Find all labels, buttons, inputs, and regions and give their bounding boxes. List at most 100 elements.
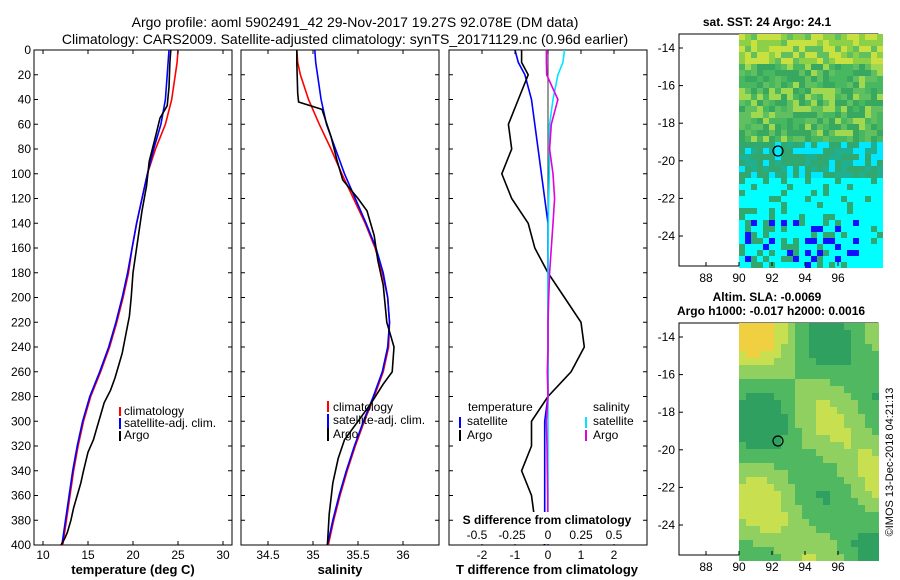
argo-location-marker	[772, 435, 784, 447]
map-y-tick-label: -16	[658, 79, 676, 93]
y-tick-label: 360	[11, 489, 31, 503]
x-tick-label: 36	[396, 548, 410, 562]
map-x-tick-label: 94	[798, 271, 812, 285]
series-line-climatology	[62, 49, 179, 546]
y-tick-label: 60	[18, 117, 32, 131]
y-tick-label: 160	[11, 241, 31, 255]
y-tick-label: 200	[11, 291, 31, 305]
y-tick-label: 400	[11, 538, 31, 552]
temperature-panel: 0 20 40 60 80 100 120 140 160 180 200 220 240 260 280 3…	[11, 43, 233, 577]
sla-image	[739, 323, 879, 561]
x-tick-label: 15	[81, 548, 95, 562]
salinity-axes	[240, 49, 440, 546]
sal-tick-label: -0.5	[467, 528, 488, 542]
sla-map-title-1: Altim. SLA: -0.0069	[713, 290, 822, 304]
legend-label-argo: Argo	[333, 427, 359, 441]
x-tick-label: 20	[126, 548, 140, 562]
legend-label-t-satellite: satellite	[467, 414, 508, 428]
x-tick-label: 34.5	[256, 548, 280, 562]
map-y-tick-label: -22	[658, 480, 676, 494]
legend-title-temperature: temperature	[468, 400, 533, 414]
legend-label-climatology: climatology	[124, 404, 184, 418]
y-tick-label: 80	[18, 142, 32, 156]
map-y-tick-label: -24	[658, 518, 676, 532]
map-y-tick-label: -14	[658, 330, 676, 344]
series-line-s-satellite	[547, 49, 566, 545]
sal-tick-label: 0	[545, 528, 552, 542]
sal-tick-label: 0.25	[569, 528, 593, 542]
y-tick-label: 20	[18, 68, 32, 82]
y-tick-label: 280	[11, 390, 31, 404]
series-line-argo	[60, 49, 172, 546]
legend-label-argo: Argo	[124, 428, 150, 442]
legend-label-s-argo: Argo	[593, 428, 619, 442]
series-line-t-argo	[500, 50, 586, 546]
series-line-satellite-adj-clim-	[314, 49, 391, 546]
y-tick-label: 300	[11, 414, 31, 428]
map-x-tick-label: 96	[831, 271, 845, 285]
x-tick-label: 35	[306, 548, 320, 562]
x-tick-label: 10	[36, 548, 50, 562]
salinity-panel: 34.5 35 35.5 36 salinity climatology satell…	[240, 49, 440, 577]
x-tick-label: 0	[545, 548, 552, 562]
x-tick-label: 1	[578, 548, 585, 562]
title-line-2: Climatology: CARS2009. Satellite-adjuste…	[62, 31, 628, 47]
map-y-tick-label: -22	[658, 191, 676, 205]
map-x-tick-label: 88	[699, 560, 713, 574]
x-tick-label: 35.5	[346, 548, 370, 562]
y-tick-label: 100	[11, 167, 31, 181]
map-y-tick-label: -16	[658, 368, 676, 382]
difference-xlabel: T difference from climatology	[456, 562, 639, 577]
y-tick-label: 340	[11, 464, 31, 478]
legend-label-t-argo: Argo	[467, 428, 493, 442]
y-tick-label: 120	[11, 192, 31, 206]
y-tick-label: 260	[11, 365, 31, 379]
title-line-1: Argo profile: aoml 5902491_42 29-Nov-201…	[132, 14, 579, 30]
x-tick-label: 25	[171, 548, 185, 562]
map-y-tick-label: -20	[658, 154, 676, 168]
legend-label-climatology: climatology	[333, 400, 393, 414]
argo-location-marker	[772, 145, 784, 157]
y-tick-label: 140	[11, 216, 31, 230]
difference-panel: -2 -1 0 1 2 T difference from climatology S …	[448, 49, 648, 577]
legend-label-s-satellite: satellite	[593, 414, 634, 428]
series-line-s-argo	[545, 50, 559, 546]
y-tick-label: 180	[11, 266, 31, 280]
map-y-tick-label: -18	[658, 405, 676, 419]
map-x-tick-label: 90	[732, 271, 746, 285]
x-tick-label: 2	[611, 548, 618, 562]
sal-tick-label: 0.5	[606, 528, 623, 542]
legend-label-satellite: satellite-adj. clim.	[333, 413, 425, 427]
legend-title-salinity: salinity	[593, 400, 630, 414]
temperature-legend: climatology satellite-adj. clim. Argo	[119, 404, 216, 442]
map-y-tick-label: -14	[658, 41, 676, 55]
salinity-xlabel: salinity	[318, 562, 364, 577]
salinity-legend: climatology satellite-adj. clim. Argo	[327, 400, 425, 441]
legend-label-satellite: satellite-adj. clim.	[124, 416, 216, 430]
y-tick-label: 0	[24, 43, 31, 57]
imos-credit: ©IMOS 13-Dec-2018 04:21:13	[884, 388, 896, 537]
map-x-tick-label: 96	[831, 560, 845, 574]
map-y-tick-label: -24	[658, 229, 676, 243]
x-tick-label: -2	[477, 548, 488, 562]
x-tick-label: -1	[510, 548, 521, 562]
salinity-axis-backdrop	[456, 512, 636, 544]
x-tick-label: 30	[216, 548, 230, 562]
map-y-tick-label: -18	[658, 116, 676, 130]
map-x-tick-label: 92	[765, 560, 779, 574]
y-tick-label: 380	[11, 513, 31, 527]
map-x-tick-label: 88	[699, 271, 713, 285]
salinity-diff-xlabel: S difference from climatology	[463, 513, 632, 527]
series-line-argo	[295, 50, 395, 546]
map-x-tick-label: 94	[798, 560, 812, 574]
y-tick-label: 240	[11, 340, 31, 354]
difference-legend: temperature satellite Argo salinity sate…	[459, 400, 634, 442]
y-tick-label: 320	[11, 439, 31, 453]
sla-map: Altim. SLA: -0.0069 Argo h1000: -0.017 h…	[658, 290, 879, 574]
y-tick-label: 40	[18, 93, 32, 107]
sst-map-title: sat. SST: 24 Argo: 24.1	[703, 15, 832, 29]
temperature-axes	[33, 49, 233, 546]
map-x-tick-label: 90	[732, 560, 746, 574]
sal-tick-label: -0.25	[498, 528, 526, 542]
